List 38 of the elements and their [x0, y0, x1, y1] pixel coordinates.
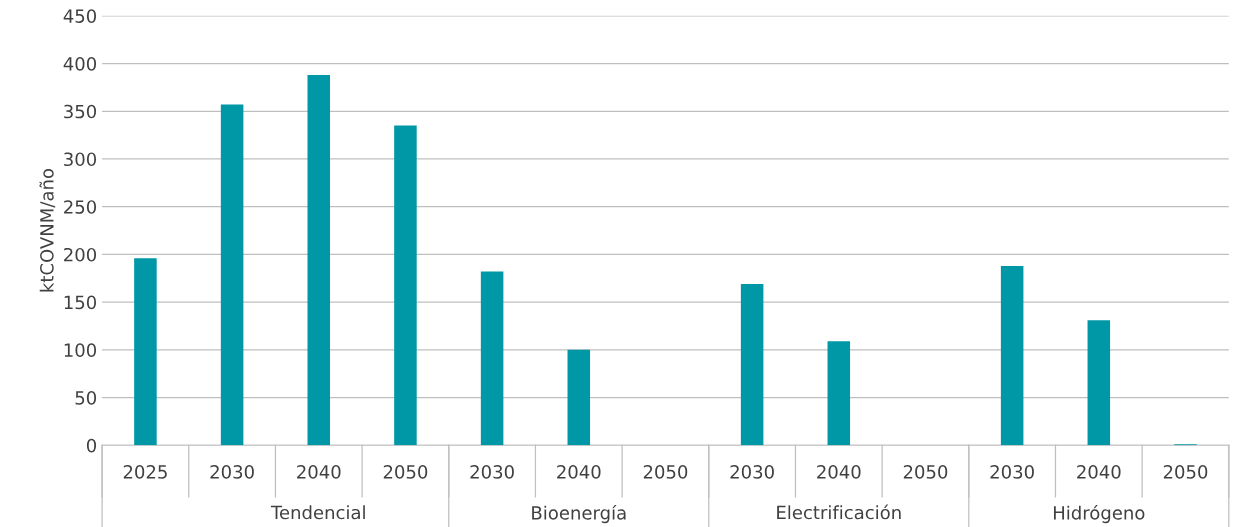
bar [134, 258, 157, 446]
y-tick-label: 250 [64, 200, 97, 214]
y-tick-label: 400 [63, 56, 97, 71]
text: Hidrógeno [1053, 504, 1145, 524]
y-tick-label: 150 [64, 295, 97, 310]
bar [740, 284, 764, 446]
x-tick-label: 2030 [990, 465, 1034, 479]
x-tick-label: 2030 [210, 465, 254, 479]
text: Tendencial [270, 505, 365, 520]
x-tick-label: 2040 [1077, 465, 1121, 479]
x-tick-label: 2050 [903, 465, 948, 479]
x-tick-label: 2040 [557, 465, 601, 479]
bar [480, 271, 504, 446]
bar [1087, 320, 1111, 446]
y-tick-label: 350 [64, 104, 97, 119]
y-tick-label: 200 [64, 247, 97, 262]
bar [1000, 265, 1024, 446]
y-tick-label: 100 [64, 343, 97, 357]
x-tick-label: 2030 [730, 465, 774, 479]
x-tick-label: 2040 [297, 465, 341, 479]
y-tick-label: 50 [75, 391, 97, 405]
y-tick-label: 0 [86, 438, 97, 453]
bar [827, 341, 851, 446]
text: Electrificación [777, 504, 901, 520]
bar [220, 104, 244, 446]
x-tick-label: 2050 [643, 465, 688, 479]
text: Bioenergía [532, 504, 626, 524]
x-tick-label: 2050 [383, 465, 428, 479]
y-tick-label: 450 [63, 9, 97, 23]
bar [307, 74, 331, 446]
y-axis-title: ktCOVNM/año [39, 168, 56, 292]
x-tick-label: 2030 [470, 465, 514, 479]
bar [567, 349, 591, 446]
bar [394, 125, 417, 446]
x-tick-label: 2040 [817, 465, 861, 479]
x-tick-label: 2050 [1163, 465, 1208, 479]
x-tick-label: 2025 [123, 465, 167, 479]
y-tick-label: 300 [64, 152, 97, 167]
